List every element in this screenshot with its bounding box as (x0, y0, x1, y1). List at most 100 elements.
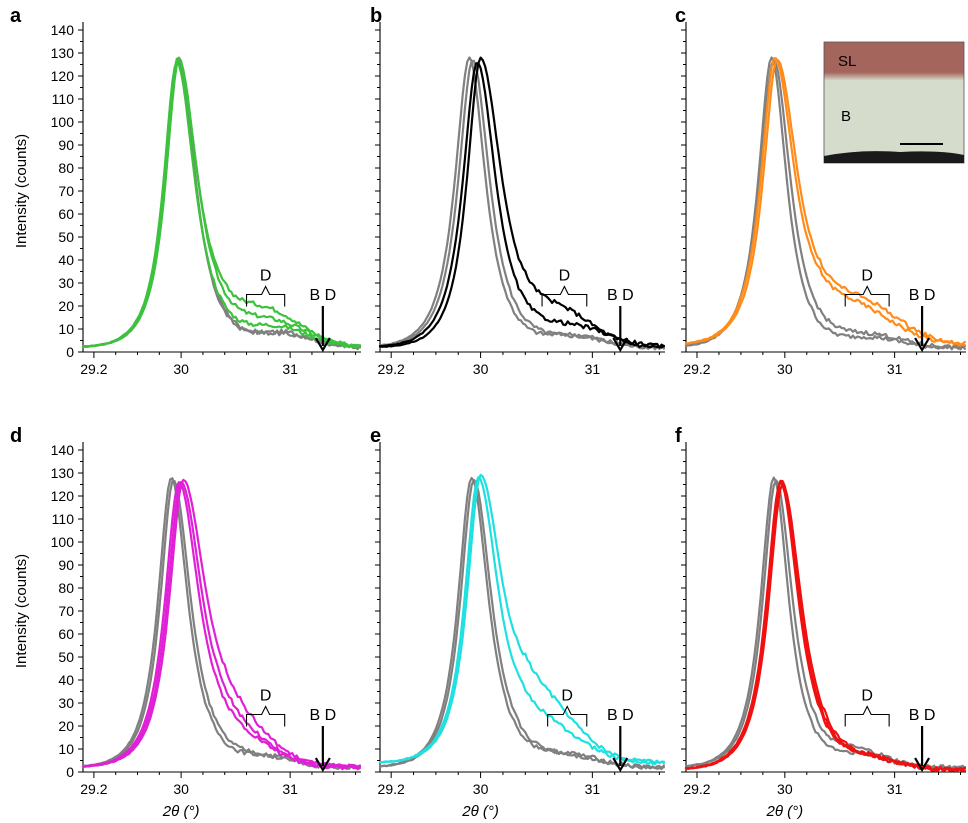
x-tick-label: 30 (173, 361, 189, 377)
panel-letter-c: c (675, 5, 686, 27)
y-tick-label: 80 (58, 580, 74, 596)
x-tick-label: 31 (887, 361, 903, 377)
arrow-label: B D (909, 707, 936, 724)
panel-c: c 29.2 30 31 D B D (675, 5, 966, 377)
x-axis-label: 2θ (°) (461, 803, 499, 820)
arrow-head (314, 757, 331, 773)
panel-letter-b: b (370, 5, 382, 27)
bracket-label: D (260, 268, 272, 285)
bracket-label: D (561, 688, 573, 705)
y-tick-label: 40 (58, 252, 74, 268)
arrow-head (914, 757, 931, 773)
series-reference-line (378, 56, 665, 351)
y-tick-label: 20 (58, 718, 74, 734)
panel-letter-e: e (370, 425, 381, 447)
inset-label-sl: SL (838, 53, 856, 70)
series-sample-line (684, 59, 966, 346)
panel-letter-f: f (675, 425, 682, 447)
x-tick-label: 29.2 (80, 361, 107, 377)
series-reference-line (81, 477, 361, 771)
x-tick-label: 29.2 (683, 361, 710, 377)
series-sample-line (684, 483, 966, 772)
series-sample-line (378, 473, 665, 766)
series-reference-line (81, 56, 361, 351)
x-tick-label: 31 (887, 781, 903, 797)
y-tick-label: 0 (66, 344, 74, 360)
arrow-head (914, 337, 931, 353)
x-tick-label: 31 (282, 781, 298, 797)
x-tick-label: 30 (173, 781, 189, 797)
y-tick-label: 50 (58, 649, 74, 665)
y-tick-label: 120 (51, 488, 75, 504)
y-tick-label: 130 (51, 45, 75, 61)
y-tick-label: 130 (51, 465, 75, 481)
y-tick-label: 20 (58, 298, 74, 314)
bracket-annotation (547, 705, 588, 727)
x-tick-label: 31 (585, 781, 601, 797)
x-tick-label: 31 (585, 361, 601, 377)
y-tick-label: 100 (51, 534, 75, 550)
panel-f: f 29.2 30 31 2θ (°) D B D (675, 425, 966, 820)
bracket-label: D (861, 268, 873, 285)
series-reference-line (378, 478, 665, 771)
series-reference-line (81, 59, 361, 350)
series-sample-line (81, 59, 361, 349)
series-reference-line (378, 59, 665, 350)
series-sample-line (684, 57, 966, 347)
y-tick-label: 90 (58, 557, 74, 573)
bracket-annotation (844, 705, 890, 727)
x-tick-label: 30 (473, 781, 489, 797)
panel-d: d 0 10 20 30 40 50 60 70 80 90 100 110 120 130 140 Inten… (10, 425, 361, 820)
series-sample-line (378, 61, 665, 349)
y-tick-label: 10 (58, 741, 74, 757)
y-tick-label: 10 (58, 321, 74, 337)
y-axis-label: Intensity (counts) (13, 554, 30, 668)
bracket-label: D (861, 688, 873, 705)
x-axis-label: 2θ (°) (162, 803, 200, 820)
y-tick-label: 140 (51, 442, 75, 458)
bracket-annotation (844, 285, 890, 307)
x-axis-label: 2θ (°) (766, 803, 804, 820)
y-tick-label: 100 (51, 114, 75, 130)
arrow-label: B D (310, 707, 337, 724)
series-sample-line (81, 478, 361, 768)
y-tick-label: 60 (58, 206, 74, 222)
bracket-annotation (541, 285, 588, 307)
y-tick-label: 110 (52, 511, 75, 527)
bracket-label: D (260, 688, 272, 705)
x-tick-label: 30 (473, 361, 489, 377)
series-sample-line (81, 480, 361, 770)
y-tick-label: 120 (51, 68, 75, 84)
panel-a: a 0 10 20 30 40 50 60 70 80 90 100 110 120 130 140 Inten… (10, 5, 361, 377)
inset-photo (823, 41, 965, 164)
panel-letter-d: d (10, 425, 22, 447)
arrow-label: B D (607, 287, 634, 304)
y-tick-label: 140 (51, 22, 75, 38)
y-tick-label: 70 (58, 183, 74, 199)
y-tick-label: 60 (58, 626, 74, 642)
y-tick-label: 50 (58, 229, 74, 245)
y-tick-label: 30 (58, 275, 74, 291)
series-sample-line (81, 481, 361, 770)
series-sample-line (378, 476, 665, 766)
x-tick-label: 29.2 (378, 781, 405, 797)
series-reference-line (378, 476, 665, 770)
series-sample-line (81, 60, 361, 349)
bracket-annotation (245, 285, 286, 307)
arrow-head (612, 757, 629, 773)
bracket-label: D (559, 268, 571, 285)
panels-layer: a0102030405060708090100110120130140Inten… (10, 5, 966, 820)
x-tick-label: 31 (282, 361, 298, 377)
inset-image: SL B (823, 41, 965, 164)
panel-e: e 29.2 30 31 2θ (°) D B D (370, 425, 665, 820)
y-tick-label: 90 (58, 137, 74, 153)
inset-label-b: B (841, 108, 851, 125)
bracket-annotation (245, 705, 286, 727)
series-reference-line (81, 479, 361, 771)
y-tick-label: 30 (58, 695, 74, 711)
inset-base-layer (824, 151, 964, 163)
y-tick-label: 0 (66, 764, 74, 780)
y-axis-label: Intensity (counts) (13, 134, 30, 248)
x-tick-label: 29.2 (378, 361, 405, 377)
